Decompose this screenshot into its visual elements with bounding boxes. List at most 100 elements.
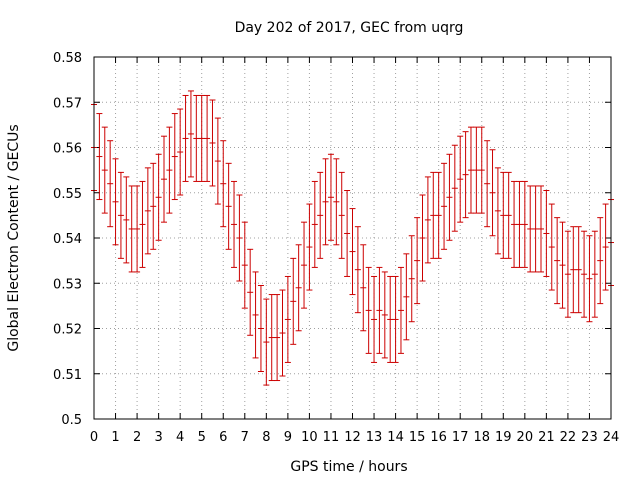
- data-point: [171, 113, 178, 201]
- data-point: [139, 180, 146, 268]
- data-point: [424, 176, 431, 264]
- data-point: [441, 162, 448, 250]
- y-tick-label: 0.56: [53, 142, 82, 157]
- data-point: [193, 94, 200, 182]
- data-point: [263, 298, 270, 386]
- data-point: [451, 144, 458, 232]
- x-tick-label: 20: [517, 430, 534, 445]
- x-tick-label: 4: [176, 430, 184, 445]
- data-point: [220, 140, 227, 228]
- x-tick-label: 18: [473, 430, 490, 445]
- data-point: [570, 226, 577, 314]
- data-point: [333, 158, 340, 246]
- data-point: [414, 217, 421, 305]
- y-tick-label: 0.53: [53, 277, 82, 292]
- x-tick-label: 17: [452, 430, 469, 445]
- data-point: [484, 140, 491, 228]
- x-tick-label: 3: [154, 430, 162, 445]
- x-tick-label: 2: [133, 430, 141, 445]
- data-point: [214, 117, 221, 205]
- data-point: [96, 113, 103, 201]
- data-point: [268, 294, 275, 382]
- x-tick-label: 7: [241, 430, 249, 445]
- data-point: [435, 171, 442, 259]
- x-tick-label: 1: [111, 430, 119, 445]
- data-point: [500, 171, 507, 259]
- data-point: [597, 217, 604, 305]
- data-point: [204, 94, 211, 182]
- data-point: [457, 135, 464, 223]
- data-point: [527, 185, 534, 273]
- data-point: [467, 126, 474, 214]
- data-point: [462, 131, 469, 219]
- x-tick-label: 21: [538, 430, 555, 445]
- data-point: [327, 153, 334, 241]
- x-tick-label: 11: [323, 430, 340, 445]
- data-point: [107, 140, 114, 228]
- data-point: [430, 171, 437, 259]
- data-point: [532, 185, 539, 273]
- x-tick-label: 15: [409, 430, 426, 445]
- data-point: [322, 158, 329, 246]
- data-point: [381, 271, 388, 359]
- data-point: [279, 289, 286, 377]
- data-point: [473, 126, 480, 214]
- data-point: [317, 171, 324, 259]
- data-point: [360, 244, 367, 332]
- data-point: [241, 221, 248, 309]
- y-tick-label: 0.58: [53, 51, 82, 66]
- plot-frame: [93, 56, 612, 420]
- data-point: [252, 271, 259, 359]
- data-point: [209, 99, 216, 187]
- data-point: [403, 253, 410, 341]
- data-point: [257, 285, 264, 372]
- data-point: [559, 221, 566, 309]
- data-point: [247, 248, 254, 336]
- data-point: [543, 189, 550, 277]
- data-point: [338, 171, 345, 259]
- data-point: [511, 180, 518, 268]
- data-point: [602, 203, 609, 291]
- data-point: [177, 108, 184, 196]
- data-point: [182, 94, 189, 182]
- x-tick-label: 13: [366, 430, 383, 445]
- data-point: [225, 162, 232, 250]
- x-tick-label: 0: [90, 430, 98, 445]
- x-tick-label: 9: [284, 430, 292, 445]
- data-point: [123, 176, 130, 264]
- y-tick-label: 0.54: [53, 232, 82, 247]
- data-point: [354, 226, 361, 314]
- x-tick-label: 22: [560, 430, 577, 445]
- x-tick-label: 16: [430, 430, 447, 445]
- data-point: [187, 90, 194, 178]
- x-tick-label: 23: [581, 430, 598, 445]
- x-tick-label: 10: [301, 430, 318, 445]
- data-point: [586, 235, 593, 323]
- data-point: [198, 94, 205, 182]
- x-tick-label: 6: [219, 430, 227, 445]
- data-point: [112, 158, 119, 246]
- y-tick-label: 0.52: [53, 323, 82, 338]
- data-point: [494, 167, 501, 255]
- data-point: [548, 203, 555, 291]
- data-point: [419, 194, 426, 282]
- data-point: [349, 208, 356, 296]
- x-axis-ticks: 0 1 2 3 4 5 6 7 8 9 10 11 12 13 14 15 16 17 18 19 20 21 22 23 24: [90, 57, 619, 445]
- data-point: [516, 180, 523, 268]
- data-point: [101, 126, 108, 214]
- data-point: [144, 167, 151, 255]
- data-point: [161, 135, 168, 223]
- data-point: [155, 153, 162, 241]
- data-point: [231, 180, 238, 268]
- data-point: [392, 275, 399, 363]
- data-point: [150, 162, 157, 250]
- data-point: [236, 194, 243, 282]
- x-tick-label: 24: [603, 430, 620, 445]
- y-tick-label: 0.5: [61, 413, 82, 428]
- y-tick-label: 0.57: [53, 96, 82, 111]
- data-point: [591, 230, 598, 318]
- x-tick-label: 5: [198, 430, 206, 445]
- data-point: [564, 230, 571, 318]
- data-point: [575, 226, 582, 314]
